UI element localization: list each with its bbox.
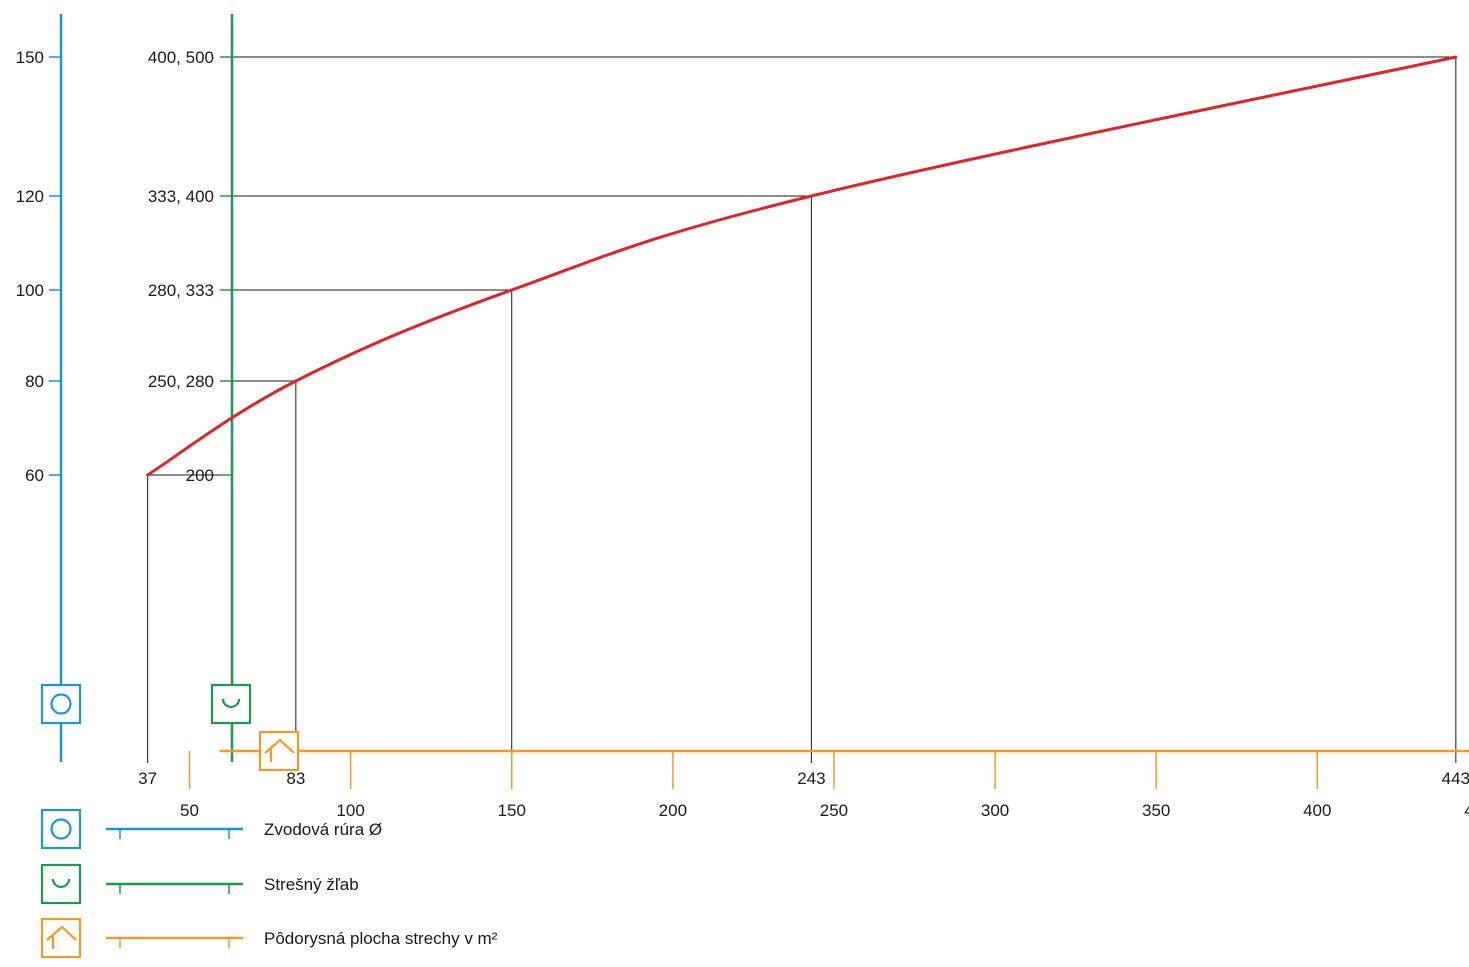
area-marked-label: 443 [1442, 769, 1469, 788]
gutter-tick-label: 400, 500 [148, 48, 214, 67]
gutter-u-icon [40, 863, 82, 905]
area-marked-label: 37 [138, 769, 157, 788]
axis-icons [40, 683, 300, 772]
legend-item: Zvodová rúra Ø [40, 808, 382, 850]
icon-frame [40, 863, 82, 905]
legend: Zvodová rúra Ø Strešný žľab Pôdorysná ploc… [40, 808, 498, 959]
downpipe-circle-icon [40, 683, 82, 725]
roof-house-icon [258, 730, 300, 772]
area-marked-label: 243 [797, 769, 825, 788]
sizing-curve [146, 55, 1458, 477]
gutter-tick-label: 333, 400 [148, 187, 214, 206]
legend-item: Pôdorysná plocha strechy v m² [40, 917, 498, 959]
icon-circle [50, 818, 72, 840]
area-tick-label: 50 [180, 801, 199, 820]
icon-frame [40, 808, 82, 850]
icon-frame [210, 683, 252, 725]
area-marked-label: 83 [286, 769, 305, 788]
area-tick-label: 250 [820, 801, 848, 820]
legend-item: Strešný žľab [40, 863, 359, 905]
downpipe-tick-label: 150 [16, 48, 44, 67]
area-tick-label: 100 [336, 801, 364, 820]
area-tick-label: 450 [1464, 801, 1469, 820]
icon-frame [40, 683, 82, 725]
gutter-u-icon [210, 683, 252, 725]
downpipe-tick-label: 60 [25, 466, 44, 485]
icon-gutter-shape [51, 878, 71, 889]
icon-circle [50, 693, 72, 715]
downpipe-circle-icon [40, 808, 82, 850]
area-tick-label: 150 [498, 801, 526, 820]
axes: 150 120 100 80 60 400, 500 333, 400 280, 333 250… [16, 14, 1469, 820]
legend-label: Zvodová rúra Ø [264, 820, 382, 839]
legend-label: Pôdorysná plocha strechy v m² [264, 929, 498, 948]
area-tick-label: 300 [981, 801, 1009, 820]
gutter-tick-label: 250, 280 [148, 372, 214, 391]
roof-house-icon [40, 917, 82, 959]
sizing-curve-line [146, 55, 1458, 477]
area-tick-label: 400 [1303, 801, 1331, 820]
area-tick-label: 200 [659, 801, 687, 820]
gutter-tick-label: 200 [186, 466, 214, 485]
icon-gutter-shape [221, 698, 241, 709]
downpipe-tick-label: 120 [16, 187, 44, 206]
area-tick-label: 350 [1142, 801, 1170, 820]
legend-label: Strešný žľab [264, 875, 359, 894]
downpipe-tick-label: 100 [16, 281, 44, 300]
gutter-tick-label: 280, 333 [148, 281, 214, 300]
downpipe-tick-label: 80 [25, 372, 44, 391]
guide-lines [147, 56, 1457, 763]
